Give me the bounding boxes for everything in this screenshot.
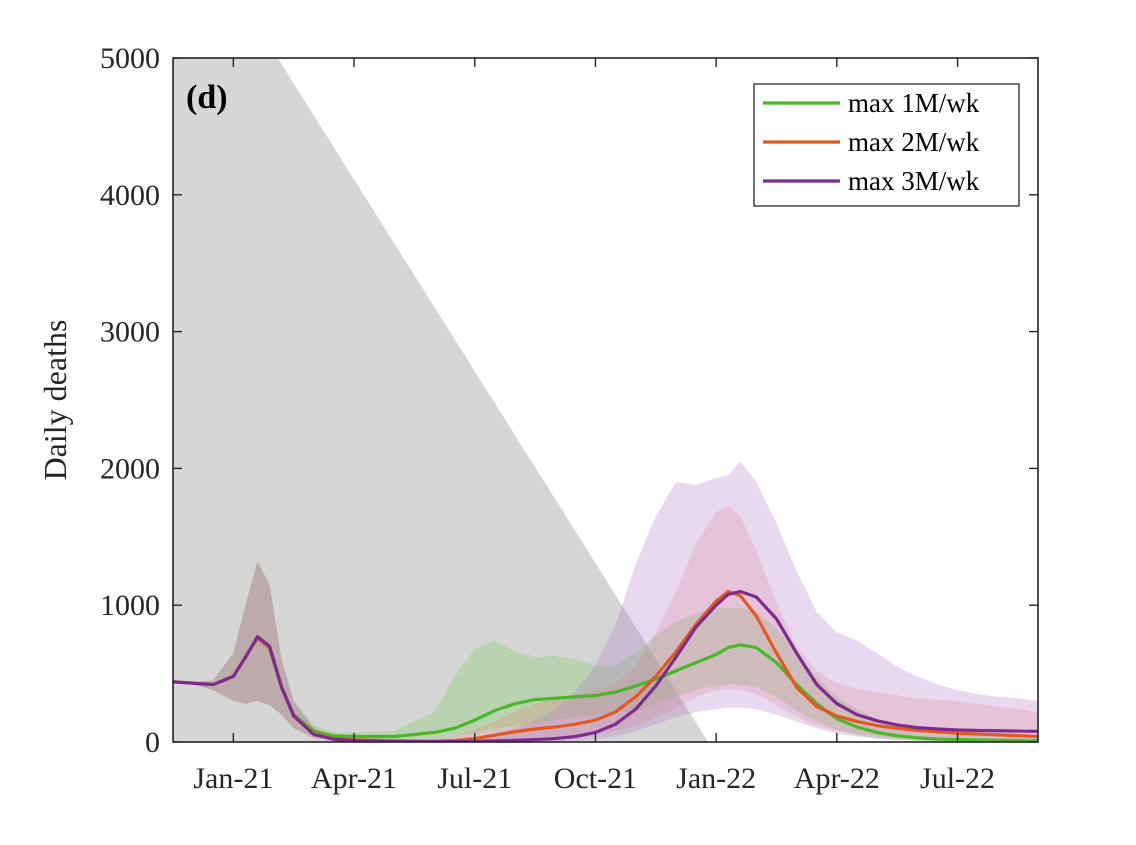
- grey-region: [173, 58, 709, 742]
- x-tick-label: Apr-21: [311, 762, 397, 795]
- band-series-3: [173, 461, 1038, 742]
- y-tick-label: 5000: [100, 42, 160, 75]
- uncertainty-bands: [173, 461, 1038, 742]
- y-axis: 0 1000 2000 3000 4000 5000: [100, 42, 1038, 759]
- y-tick-label: 4000: [100, 179, 160, 212]
- band-series-2: [173, 505, 1038, 742]
- legend-label-2: max 2M/wk: [848, 127, 980, 157]
- x-tick-label: Jul-21: [437, 762, 512, 795]
- y-tick-label: 1000: [100, 589, 160, 622]
- panel-label: (d): [186, 79, 228, 116]
- x-tick-label: Jul-22: [920, 762, 995, 795]
- x-tick-label: Jan-22: [676, 762, 756, 795]
- y-axis-title: Daily deaths: [37, 320, 73, 481]
- series-lines: [173, 589, 1038, 742]
- y-tick-label: 0: [145, 726, 160, 759]
- y-tick-label: 2000: [100, 452, 160, 485]
- plot-frame: [172, 57, 1039, 743]
- plot-area: [173, 58, 1038, 742]
- x-tick-label: Jan-21: [193, 762, 273, 795]
- x-axis: Jan-21 Apr-21 Jul-21 Oct-21 Jan-22 Apr-22 Jul-…: [193, 58, 995, 795]
- band-series-1: [173, 561, 1038, 742]
- x-tick-label: Apr-22: [794, 762, 880, 795]
- y-tick-label: 3000: [100, 316, 160, 349]
- legend: max 1M/wk max 2M/wk max 3M/wk: [753, 83, 1020, 207]
- x-tick-label: Oct-21: [554, 762, 637, 795]
- legend-label-3: max 3M/wk: [848, 166, 980, 196]
- legend-label-1: max 1M/wk: [848, 88, 980, 118]
- line-series-3: [173, 589, 1038, 742]
